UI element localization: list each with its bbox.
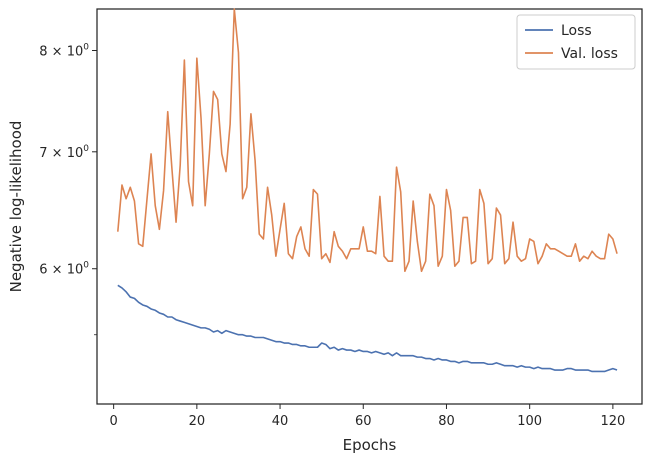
legend-box (516, 14, 636, 70)
legend-label: Loss (561, 23, 592, 39)
x-axis-label: Epochs (343, 436, 397, 454)
y-tick-label: 6 × 100 (39, 261, 89, 278)
y-axis-label: Negative log-likelihood (7, 121, 25, 293)
plot-area (96, 8, 643, 405)
x-tick-label: 120 (600, 414, 625, 429)
x-axis: 0 20 40 60 80 100 120 (110, 404, 625, 429)
x-tick-label: 0 (110, 414, 118, 429)
x-tick-label: 40 (272, 414, 289, 429)
y-axis: 6 × 100 7 × 100 8 × 100 (39, 43, 97, 336)
x-tick-label: 80 (438, 414, 455, 429)
series-line-1 (117, 8, 618, 273)
series-layer (117, 8, 618, 373)
axes-frame (96, 8, 643, 405)
y-tick-label: 8 × 100 (39, 43, 89, 60)
y-tick-label: 7 × 100 (39, 144, 89, 161)
x-tick-label: 100 (517, 414, 542, 429)
legend-label: Val. loss (561, 46, 618, 62)
x-tick-label: 20 (189, 414, 206, 429)
legend: Loss Val. loss (516, 14, 636, 70)
x-tick-label: 60 (355, 414, 372, 429)
series-line-0 (117, 284, 618, 373)
